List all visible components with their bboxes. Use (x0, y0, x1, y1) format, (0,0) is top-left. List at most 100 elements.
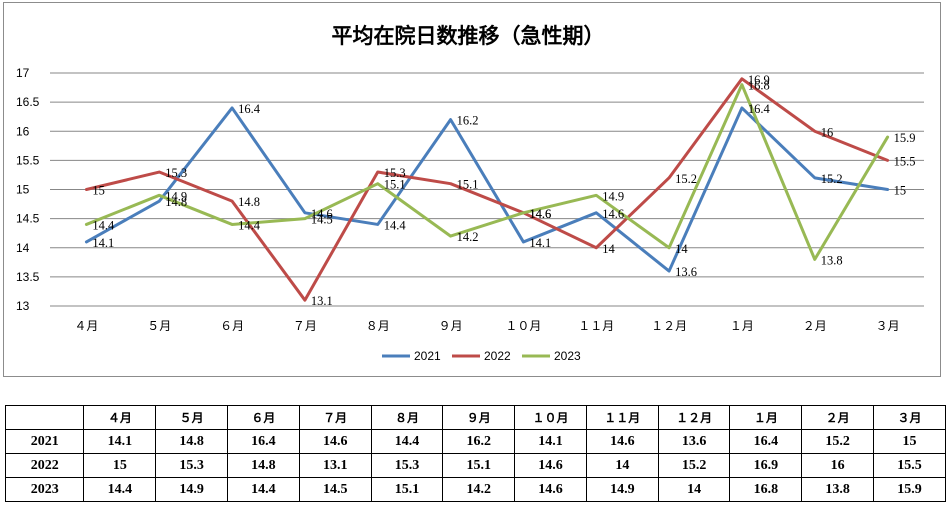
data-label: 14 (602, 242, 615, 256)
table-header-cell: １０月 (514, 405, 587, 430)
legend-label-2023: 2023 (554, 349, 581, 363)
data-label: 16.2 (457, 114, 479, 128)
table-cell: 15.2 (657, 453, 731, 478)
data-label: 14.6 (529, 207, 551, 221)
table-header-cell: ７月 (298, 405, 372, 430)
table-header-cell: １２月 (657, 405, 731, 430)
table-cell: 16.4 (227, 429, 300, 454)
table-cell: 14 (657, 477, 731, 502)
data-label: 14.8 (165, 195, 187, 209)
y-tick-label: 14 (16, 241, 30, 255)
legend-label-2021: 2021 (414, 349, 441, 363)
table-cell: 14.8 (155, 429, 229, 454)
table-cell: 14.4 (370, 429, 444, 454)
series-line-2023 (84, 83, 890, 261)
data-label: 13.8 (821, 253, 843, 267)
table-cell: 14 (585, 453, 659, 478)
y-tick-label: 17 (16, 66, 30, 80)
table-header-cell: ９月 (442, 405, 516, 430)
data-label: 14.6 (602, 207, 624, 221)
data-label: 15.1 (384, 178, 406, 192)
table-cell: 16.2 (442, 429, 516, 454)
x-tick-label: １０月 (505, 319, 541, 333)
table-row: 2022 15 15.3 14.8 13.1 15.3 15.1 14.6 14 15.2 16.9… (4, 453, 946, 478)
table-header-cell: １１月 (585, 405, 659, 430)
data-label: 15.9 (894, 131, 916, 145)
table-cell: 14.6 (514, 477, 587, 502)
data-label: 13.6 (675, 265, 697, 279)
table-header-cell: ４月 (83, 405, 157, 430)
table-cell: 13.6 (657, 429, 731, 454)
data-label: 14.5 (311, 213, 333, 227)
x-tick-label: ５月 (147, 319, 171, 333)
table-cell: 14.8 (227, 453, 300, 478)
table-header-cell: １月 (729, 405, 803, 430)
x-tick-label: ９月 (439, 319, 463, 333)
table-header-cell: ５月 (155, 405, 229, 430)
data-label: 14.4 (92, 218, 115, 232)
table-row: 2023 14.4 14.9 14.4 14.5 15.1 14.2 14.6 14.9 14 16… (4, 477, 946, 502)
table-cell: 15.5 (873, 453, 946, 478)
table-cell: 13.1 (298, 453, 372, 478)
data-label: 16.4 (748, 102, 771, 116)
line-chart: 平均在院日数推移（急性期） 13 13.5 14 14.5 15 15.5 16 16.5 17… (16, 23, 924, 363)
series-line-2021 (84, 106, 890, 273)
table-cell: 16.4 (729, 429, 803, 454)
y-tick-label: 15 (16, 183, 30, 197)
table-cell: 15.9 (873, 477, 946, 502)
data-label: 13.1 (311, 294, 333, 308)
y-tick-label: 16 (16, 124, 30, 138)
table-cell: 15.3 (370, 453, 444, 478)
x-tick-label: ６月 (220, 319, 244, 333)
data-label: 14.9 (165, 189, 187, 203)
data-label: 14.4 (238, 218, 261, 232)
y-tick-label: 13.5 (16, 270, 40, 284)
data-label: 14.6 (529, 207, 551, 221)
table-cell: 14.1 (83, 429, 157, 454)
x-tick-label: １月 (730, 319, 754, 333)
table-header-cell: ６月 (227, 405, 300, 430)
x-tick-label: ３月 (876, 319, 900, 333)
table-cell: 14.9 (155, 477, 229, 502)
table-header-row: ４月 ５月 ６月 ７月 ８月 ９月 １０月 １１月 １２月 １月 ２月 ３月 (4, 405, 946, 430)
data-label: 16.8 (748, 79, 770, 93)
table-cell: 15.3 (155, 453, 229, 478)
x-tick-label: １１月 (578, 319, 614, 333)
table-cell: 15.2 (801, 429, 875, 454)
table-cell: 15 (873, 429, 946, 454)
table-row-header: 2022 (4, 453, 85, 478)
table-corner-cell (4, 405, 85, 430)
table-cell: 14.4 (83, 477, 157, 502)
table-row-header: 2021 (4, 429, 85, 454)
table-cell: 13.8 (801, 477, 875, 502)
table-cell: 15.1 (442, 453, 516, 478)
x-tick-label: ８月 (366, 319, 390, 333)
data-label: 15 (894, 184, 907, 198)
chart-frame: 平均在院日数推移（急性期） 13 13.5 14 14.5 15 15.5 16 16.5 17… (3, 2, 941, 377)
table-cell: 14.6 (585, 429, 659, 454)
x-tick-label: ７月 (293, 319, 317, 333)
data-label: 15 (92, 184, 105, 198)
table-cell: 14.6 (514, 453, 587, 478)
data-label: 15.1 (457, 178, 479, 192)
legend-label-2022: 2022 (484, 349, 511, 363)
table-header-cell: ８月 (370, 405, 444, 430)
table-cell: 15 (83, 453, 157, 478)
series-line-2022 (84, 77, 890, 302)
table-row-header: 2023 (4, 477, 85, 502)
data-label: 14.9 (602, 189, 624, 203)
y-tick-label: 16.5 (16, 95, 40, 109)
data-label: 14 (675, 242, 688, 256)
data-label: 16.4 (238, 102, 261, 116)
table-row: 2021 14.1 14.8 16.4 14.6 14.4 16.2 14.1 14.6 13.6… (4, 429, 946, 454)
table-cell: 14.2 (442, 477, 516, 502)
data-label: 15.3 (165, 166, 187, 180)
data-label: 14.8 (238, 195, 260, 209)
table-cell: 14.6 (298, 429, 372, 454)
table-header-cell: ３月 (873, 405, 946, 430)
table-header-cell: ２月 (801, 405, 875, 430)
table-cell: 16 (801, 453, 875, 478)
y-tick-label: 14.5 (16, 212, 40, 226)
data-label: 14.4 (384, 218, 407, 232)
data-label: 14.1 (92, 236, 114, 250)
